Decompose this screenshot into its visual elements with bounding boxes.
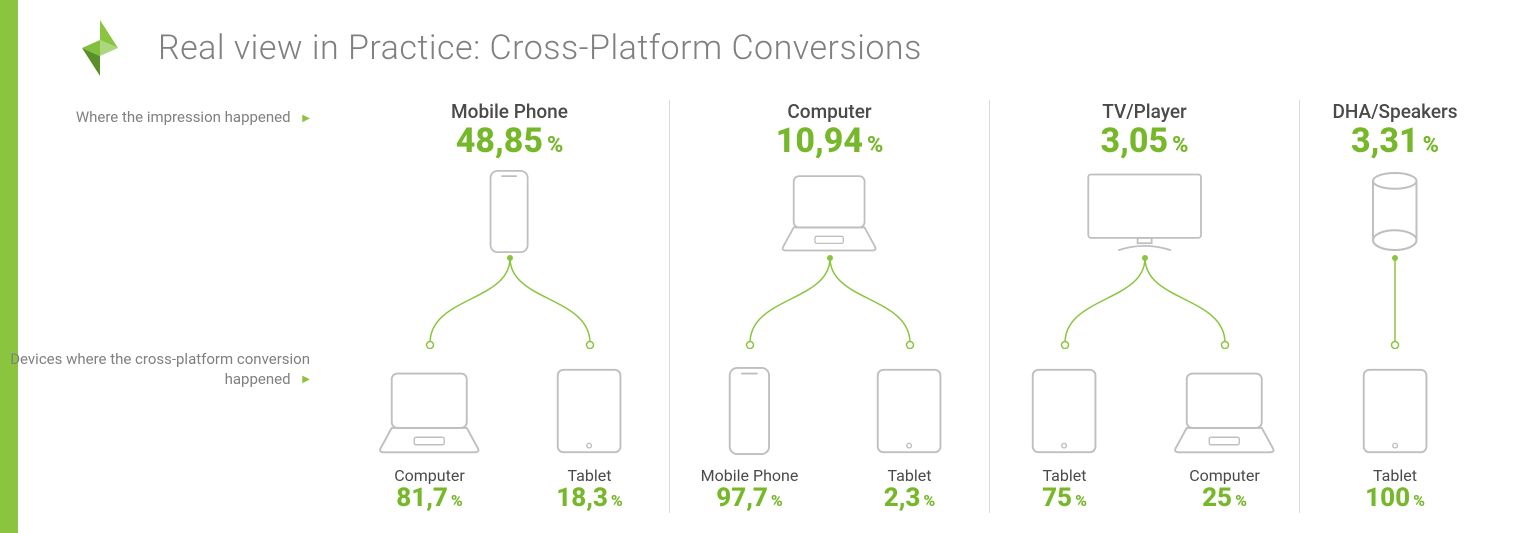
tablet-icon [554,366,624,460]
row-label-conversion: Devices where the cross-platform convers… [0,350,310,389]
conversion-panel: Mobile Phone48,85% Computer81,7% Tablet1… [350,100,670,513]
target-percentage: 2,3% [884,483,936,513]
target-device: Tablet75% [1010,366,1120,513]
laptop-icon [1168,366,1281,460]
target-device: Computer81,7% [375,366,485,513]
laptop-icon [373,366,486,460]
target-percentage: 25% [1202,483,1247,513]
source-device-name: TV/Player [990,100,1299,123]
targets-row: Computer81,7% Tablet18,3% [350,366,669,513]
connector-lines [670,254,989,349]
connector-lines [350,254,669,349]
header: Real view in Practice: Cross-Platform Co… [70,18,922,78]
phone-icon [726,366,773,460]
target-percentage: 100% [1365,483,1425,513]
targets-row: Mobile Phone97,7% Tablet2,3% [670,366,989,513]
connector-lines [990,254,1299,349]
target-device: Computer25% [1170,366,1280,513]
arrow-icon: ▶ [302,112,310,125]
target-device: Tablet100% [1340,366,1450,513]
source-percentage: 3,31% [1300,121,1490,161]
connector-lines [1300,254,1490,349]
target-device: Tablet2,3% [855,366,965,513]
page-title: Real view in Practice: Cross-Platform Co… [158,28,922,68]
row-label-impression-text: Where the impression happened [76,108,291,126]
source-percentage: 3,05% [990,121,1299,161]
tablet-icon [1029,366,1099,460]
tablet-icon [1360,366,1430,460]
conversion-panel: DHA/Speakers3,31% Tablet100% [1300,100,1490,513]
target-percentage: 81,7% [396,483,463,513]
laptop-icon [670,169,989,254]
panels-container: Mobile Phone48,85% Computer81,7% Tablet1… [350,100,1490,513]
phone-icon [350,169,669,254]
row-label-conversion-text: Devices where the cross-platform convers… [10,350,310,388]
target-percentage: 18,3% [556,483,623,513]
source-percentage: 48,85% [350,121,669,161]
source-device-name: Computer [670,100,989,123]
left-accent-bar [0,0,18,533]
arrow-icon: ▶ [302,373,310,386]
conversion-panel: Computer10,94% Mobile Phone97,7% Tablet2… [670,100,990,513]
tablet-icon [874,366,944,460]
targets-row: Tablet75% Computer25% [990,366,1299,513]
row-label-impression: Where the impression happened ▶ [0,108,310,128]
target-percentage: 75% [1042,483,1087,513]
target-device: Mobile Phone97,7% [695,366,805,513]
targets-row: Tablet100% [1300,366,1490,513]
source-device-name: Mobile Phone [350,100,669,123]
tv-icon [990,169,1299,254]
speaker-icon [1300,169,1490,254]
conversion-panel: TV/Player3,05% Tablet75% Computer25% [990,100,1300,513]
target-percentage: 97,7% [716,483,783,513]
source-device-name: DHA/Speakers [1300,100,1490,123]
source-percentage: 10,94% [670,121,989,161]
logo-icon [70,18,130,78]
target-device: Tablet18,3% [535,366,645,513]
